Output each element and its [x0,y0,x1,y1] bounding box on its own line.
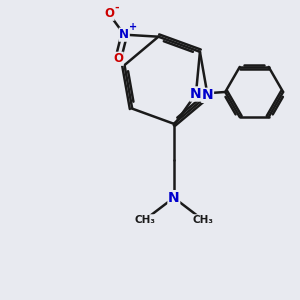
Text: N: N [202,88,213,102]
Text: N: N [190,87,202,101]
Text: O: O [113,52,123,65]
Text: O: O [104,7,114,20]
Text: N: N [168,191,180,205]
Text: CH₃: CH₃ [192,215,213,225]
Text: CH₃: CH₃ [134,215,155,225]
Text: N: N [119,28,129,41]
Text: -: - [115,3,119,13]
Text: +: + [129,22,137,32]
